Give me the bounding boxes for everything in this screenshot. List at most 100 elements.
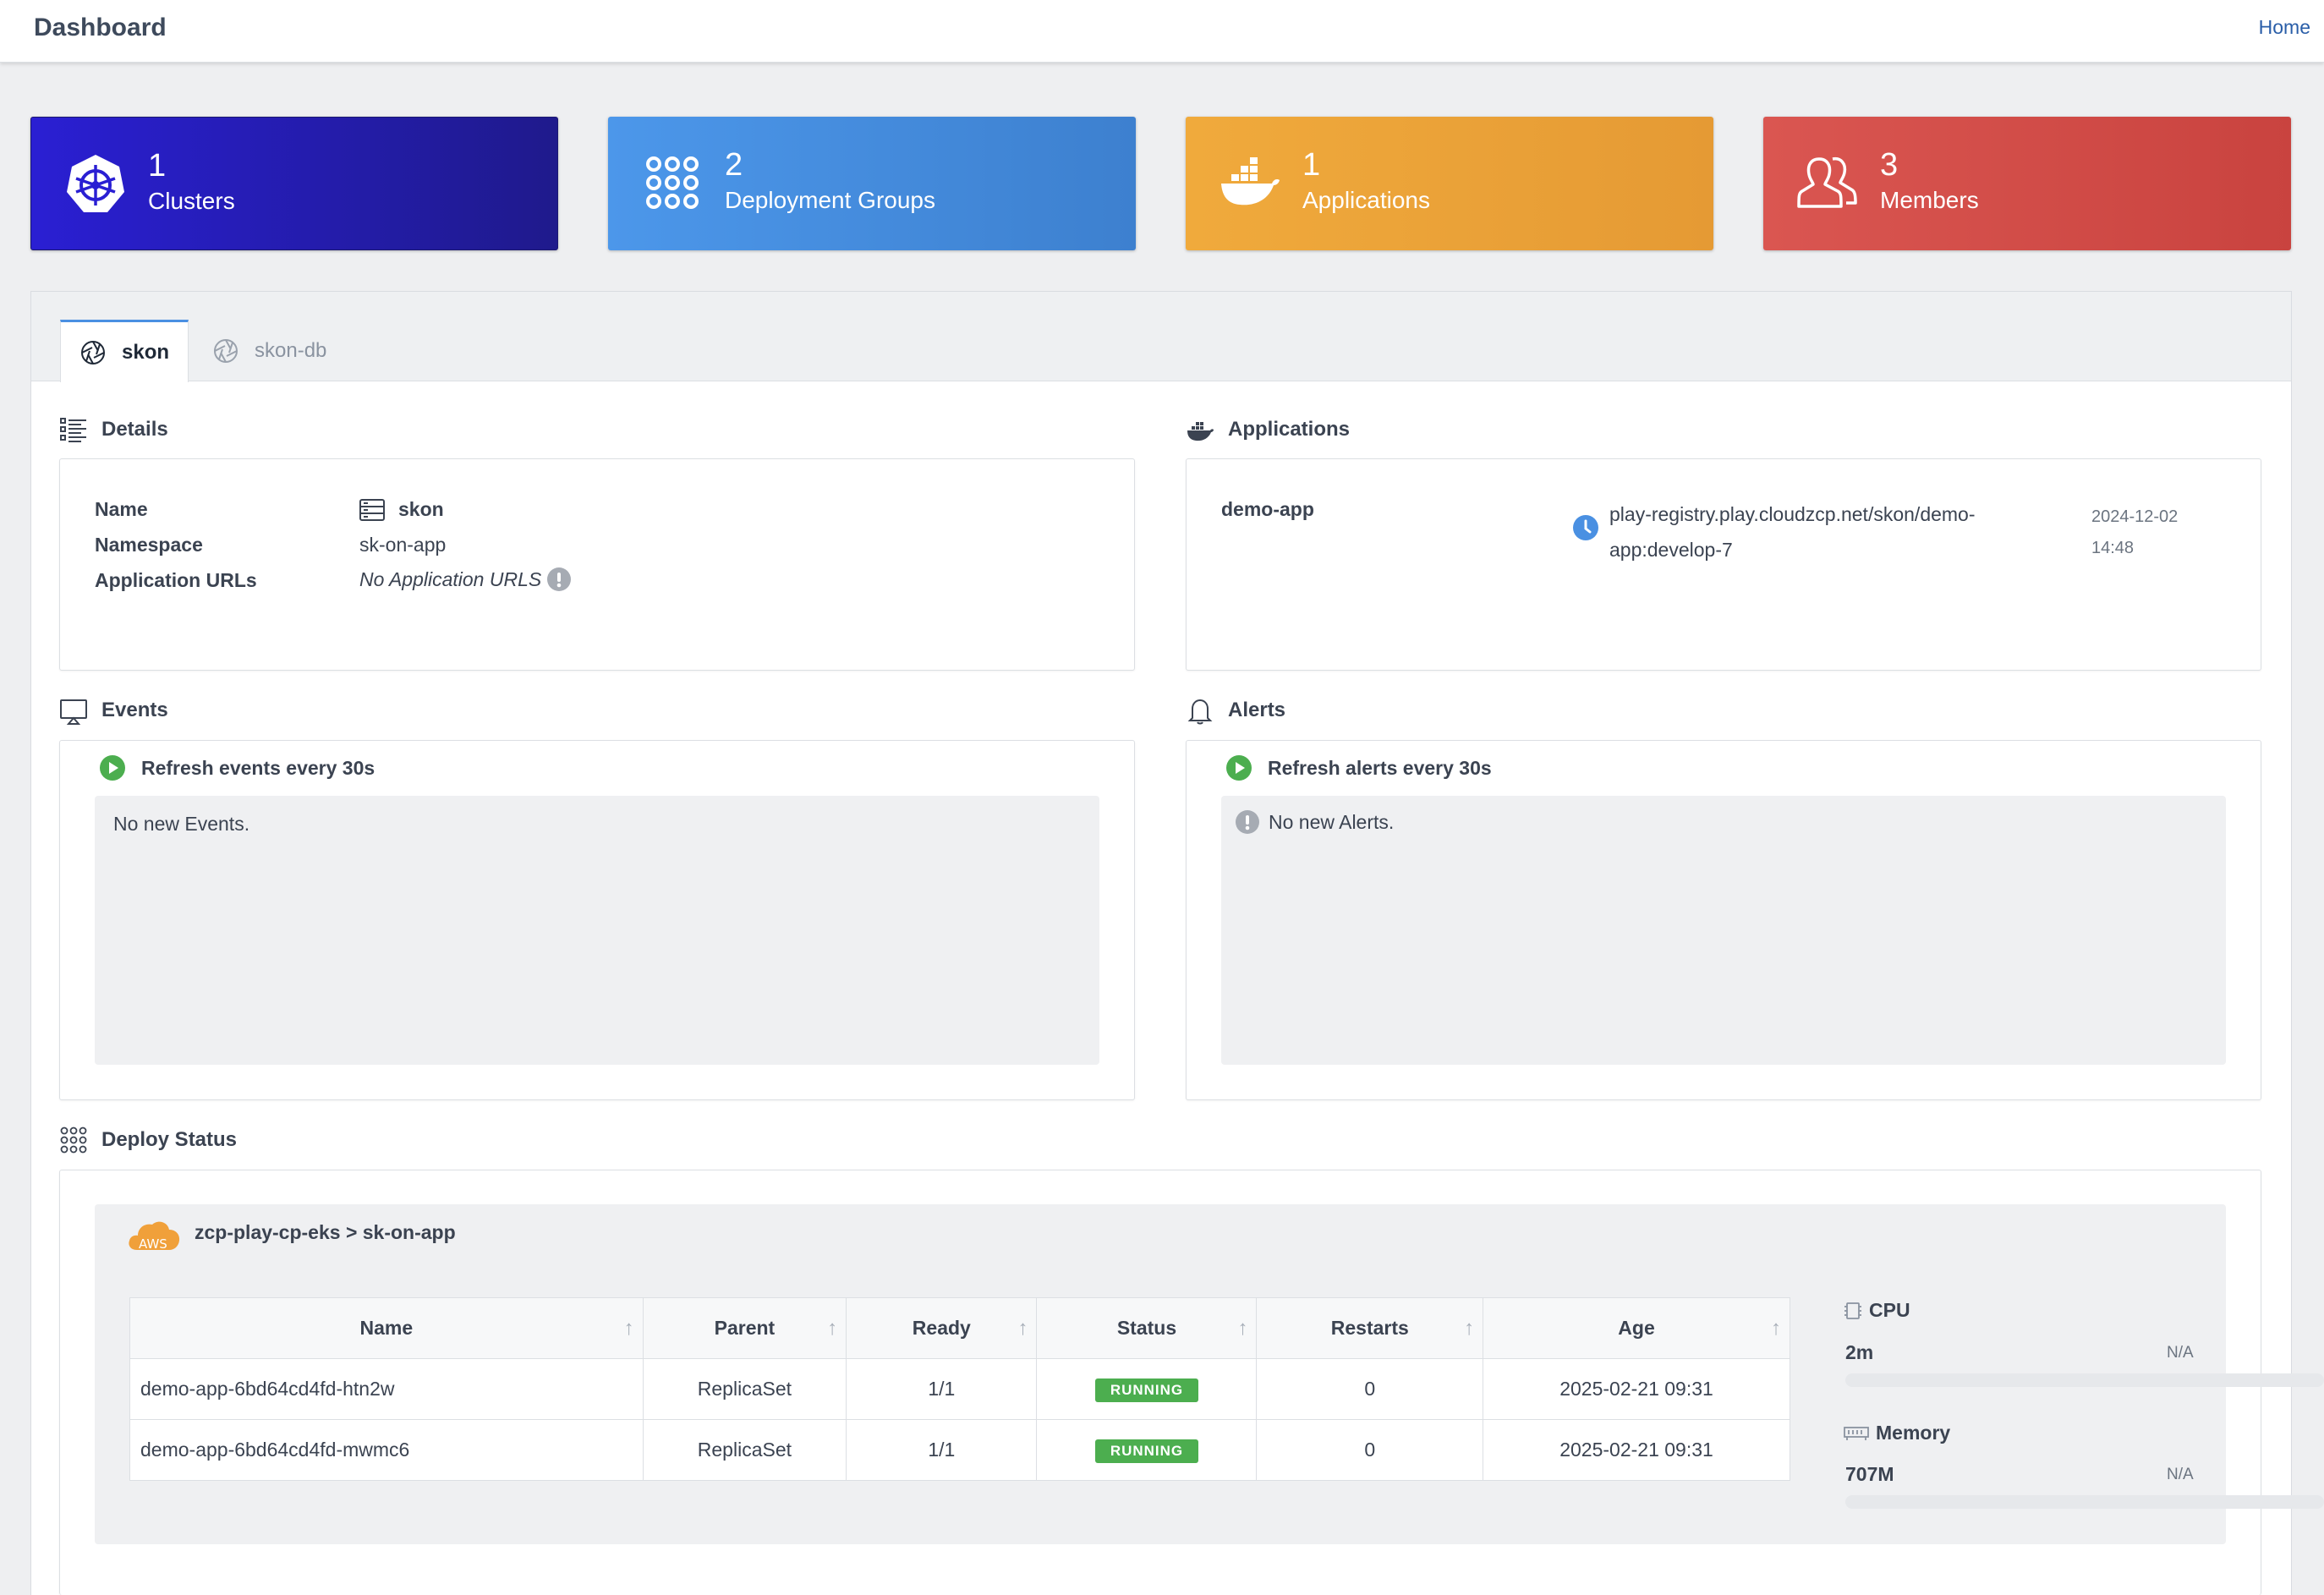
sort-arrow-icon[interactable]: ↑ bbox=[1771, 1317, 1781, 1340]
deploy-status-heading-text: Deploy Status bbox=[101, 1128, 238, 1151]
list-icon bbox=[60, 418, 86, 442]
top-bar: Dashboard Home bbox=[0, 0, 2324, 63]
docker-icon bbox=[1187, 422, 1214, 441]
sort-arrow-icon[interactable]: ↑ bbox=[1017, 1317, 1028, 1340]
events-box: Refresh events every 30s No new Events. bbox=[59, 740, 1135, 1100]
applications-label: Applications bbox=[1302, 187, 1430, 213]
deployment-groups-label: Deployment Groups bbox=[725, 187, 936, 213]
sort-arrow-icon[interactable]: ↑ bbox=[1237, 1317, 1248, 1340]
clusters-count: 1 bbox=[148, 148, 167, 184]
grid-dots-icon bbox=[60, 1126, 87, 1154]
app-deploy-time: 2024-12-02 14:48 bbox=[2091, 502, 2178, 564]
bell-icon bbox=[1187, 699, 1213, 725]
deploy-cluster-card: AWS zcp-play-cp-eks > sk-on-app Name ↑ Pa… bbox=[95, 1204, 2324, 1544]
name-label: Name bbox=[95, 498, 148, 520]
cpu-usage-bar bbox=[1845, 1373, 2324, 1387]
pod-name: demo-app-6bd64cd4fd-htn2w bbox=[129, 1358, 644, 1420]
users-icon bbox=[1797, 156, 1857, 208]
status-badge: RUNNING bbox=[1094, 1439, 1199, 1463]
app-image: play-registry.play.cloudzcp.net/skon/dem… bbox=[1609, 496, 1976, 567]
play-icon bbox=[100, 755, 125, 781]
column-header-parent[interactable]: Parent ↑ bbox=[642, 1297, 847, 1359]
events-list: No new Events. bbox=[95, 796, 1099, 1065]
aws-badge-text: AWS bbox=[139, 1236, 167, 1252]
members-label: Members bbox=[1880, 187, 1979, 213]
application-urls-text: No Application URLS bbox=[359, 567, 542, 590]
memory-limit: N/A bbox=[2167, 1466, 2194, 1483]
events-heading: Events bbox=[59, 696, 168, 725]
pod-name: demo-app-6bd64cd4fd-mwmc6 bbox=[129, 1419, 644, 1481]
events-empty-text: No new Events. bbox=[113, 813, 250, 835]
applications-heading: Applications bbox=[1186, 415, 1350, 444]
pod-parent: ReplicaSet bbox=[642, 1419, 847, 1481]
details-heading-text: Details bbox=[101, 418, 168, 441]
details-box: Name skon Namespace sk-on-app Applicatio… bbox=[59, 458, 1135, 671]
column-header-ready[interactable]: Ready ↑ bbox=[846, 1297, 1038, 1359]
applications-box: demo-app play-registry.play.cloudzcp.net… bbox=[1186, 458, 2261, 671]
cpu-chip-icon bbox=[1844, 1302, 1861, 1319]
table-row[interactable]: demo-app-6bd64cd4fd-mwmc6 ReplicaSet 1/1… bbox=[129, 1419, 1790, 1481]
namespace-value: sk-on-app bbox=[359, 534, 447, 556]
info-icon[interactable] bbox=[546, 567, 572, 592]
pod-restarts: 0 bbox=[1256, 1419, 1484, 1481]
clusters-card[interactable]: 1 Clusters bbox=[30, 117, 558, 250]
deployment-groups-count: 2 bbox=[725, 147, 743, 183]
pod-age: 2025-02-21 09:31 bbox=[1483, 1358, 1790, 1420]
column-header-age[interactable]: Age ↑ bbox=[1483, 1297, 1790, 1359]
events-refresh-toggle[interactable]: Refresh events every 30s bbox=[99, 754, 375, 781]
alerts-heading-text: Alerts bbox=[1228, 699, 1286, 721]
app-deploy-date: 2024-12-02 bbox=[2091, 507, 2179, 526]
applications-card[interactable]: 1 Applications bbox=[1186, 117, 1713, 250]
memory-usage-bar bbox=[1845, 1495, 2324, 1509]
cpu-heading: CPU bbox=[1844, 1299, 1910, 1322]
events-refresh-label: Refresh events every 30s bbox=[141, 756, 375, 779]
column-header-name[interactable]: Name ↑ bbox=[129, 1297, 644, 1359]
tab-skon-db[interactable]: skon-db bbox=[194, 320, 345, 382]
application-urls-value: No Application URLS bbox=[359, 567, 572, 592]
grid-dots-icon bbox=[646, 156, 699, 209]
column-header-status[interactable]: Status ↑ bbox=[1036, 1297, 1258, 1359]
pod-ready: 1/1 bbox=[846, 1358, 1038, 1420]
kubernetes-icon bbox=[67, 155, 124, 212]
alerts-box: Refresh alerts every 30s No new Alerts. bbox=[1186, 740, 2261, 1100]
tab-skon[interactable]: skon bbox=[60, 320, 189, 382]
app-name[interactable]: demo-app bbox=[1221, 498, 1314, 520]
members-count: 3 bbox=[1880, 147, 1899, 183]
namespace-label: Namespace bbox=[95, 534, 203, 556]
pod-restarts: 0 bbox=[1256, 1358, 1484, 1420]
app-image-line1: play-registry.play.cloudzcp.net/skon/dem… bbox=[1609, 503, 1976, 525]
alerts-refresh-toggle[interactable]: Refresh alerts every 30s bbox=[1225, 754, 1492, 781]
pods-table: Name ↑ Parent ↑ Ready ↑ Status ↑ Restarts ↑ A… bbox=[129, 1297, 1790, 1481]
details-heading: Details bbox=[59, 415, 168, 444]
aperture-icon bbox=[214, 339, 238, 363]
deploy-status-heading: Deploy Status bbox=[59, 1126, 237, 1154]
application-urls-label: Application URLs bbox=[95, 569, 257, 591]
sort-arrow-icon[interactable]: ↑ bbox=[623, 1317, 634, 1340]
aws-cloud-icon bbox=[129, 1221, 180, 1250]
sort-arrow-icon[interactable]: ↑ bbox=[1464, 1317, 1475, 1340]
home-link[interactable]: Home bbox=[2258, 16, 2310, 38]
tab-skon-label: skon bbox=[122, 340, 170, 364]
docker-icon bbox=[1221, 157, 1280, 206]
memory-heading: Memory bbox=[1844, 1422, 1950, 1444]
deployment-groups-card[interactable]: 2 Deployment Groups bbox=[608, 117, 1136, 250]
page-title: Dashboard bbox=[34, 14, 167, 41]
sort-arrow-icon[interactable]: ↑ bbox=[827, 1317, 838, 1340]
pod-ready: 1/1 bbox=[846, 1419, 1038, 1481]
alerts-empty-text: No new Alerts. bbox=[1269, 810, 1395, 833]
cluster-path: zcp-play-cp-eks > sk-on-app bbox=[195, 1221, 456, 1243]
app-deploy-clock: 14:48 bbox=[2091, 539, 2135, 557]
alerts-empty-message: No new Alerts. bbox=[1235, 809, 1394, 835]
cpu-limit: N/A bbox=[2167, 1344, 2194, 1362]
alerts-refresh-label: Refresh alerts every 30s bbox=[1268, 756, 1492, 779]
server-icon bbox=[359, 498, 385, 521]
tab-skon-db-label: skon-db bbox=[255, 339, 327, 362]
pod-age: 2025-02-21 09:31 bbox=[1483, 1419, 1790, 1481]
app-image-line2: app:develop-7 bbox=[1609, 539, 1733, 561]
table-row[interactable]: demo-app-6bd64cd4fd-htn2w ReplicaSet 1/1… bbox=[129, 1358, 1790, 1420]
pod-parent: ReplicaSet bbox=[642, 1358, 847, 1420]
members-card[interactable]: 3 Members bbox=[1763, 117, 2291, 250]
name-value-text: skon bbox=[398, 498, 444, 520]
column-header-restarts[interactable]: Restarts ↑ bbox=[1256, 1297, 1484, 1359]
cpu-value: 2m bbox=[1845, 1341, 1874, 1363]
